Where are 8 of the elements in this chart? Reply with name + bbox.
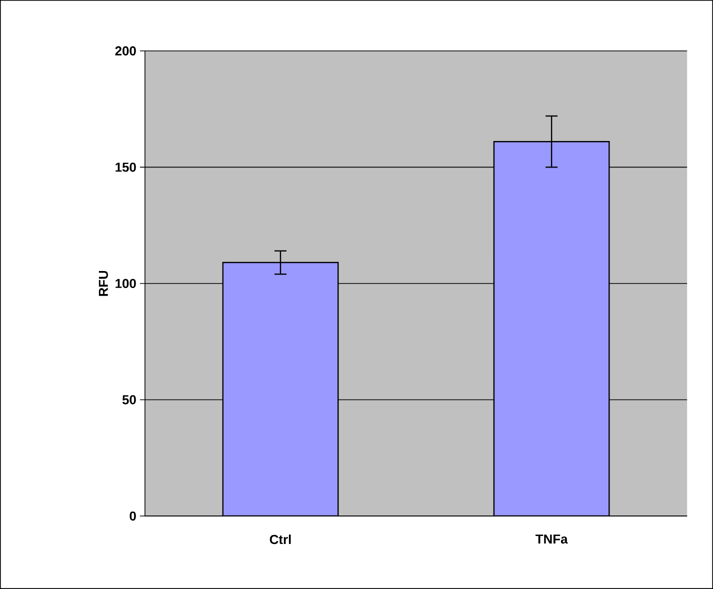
y-tick-label: 0 (130, 511, 136, 521)
y-tick-label: 50 (122, 395, 136, 404)
y-axis-title: RFU (98, 270, 108, 296)
x-tick-label: TNFa (536, 534, 568, 544)
y-tick-label: 150 (116, 162, 136, 172)
y-tick-label: 100 (116, 278, 136, 288)
y-tick-label: 200 (115, 46, 136, 56)
x-tick-label: Ctrl (270, 534, 291, 544)
